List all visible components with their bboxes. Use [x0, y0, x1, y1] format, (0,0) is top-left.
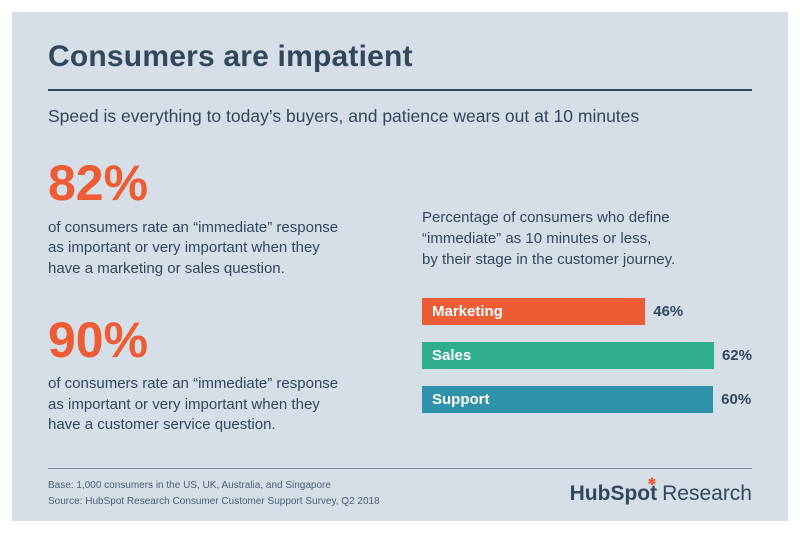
- stat-description-90: of consumers rate an “immediate” respons…: [48, 375, 339, 434]
- bar-value-marketing: 46%: [653, 303, 684, 320]
- hubspot-sprocket-icon: ✱: [647, 476, 657, 488]
- title-divider: [48, 89, 752, 91]
- infographic-card: Consumers are impatient Speed is everyth…: [12, 12, 788, 521]
- footer: Base: 1,000 consumers in the US, UK, Aus…: [48, 468, 752, 509]
- bar-row-marketing: Marketing 46%: [422, 298, 752, 325]
- bar-label-marketing: Marketing: [432, 303, 503, 320]
- footer-notes: Base: 1,000 consumers in the US, UK, Aus…: [48, 478, 380, 509]
- logo-text-o: o: [637, 481, 651, 505]
- bar-row-support: Support 60%: [422, 386, 752, 413]
- stat-customer-service: 90% of consumers rate an “immediate” res…: [48, 314, 422, 437]
- bar-label-support: Support: [432, 391, 490, 408]
- chart-column: Percentage of consumers who define “imme…: [422, 157, 752, 470]
- chart-caption: Percentage of consumers who define “imme…: [422, 209, 676, 268]
- bar-row-sales: Sales 62%: [422, 342, 752, 369]
- bar-support: Support: [422, 386, 714, 413]
- bar-sales: Sales: [422, 342, 714, 369]
- main-content: 82% of consumers rate an “immediate” res…: [48, 157, 752, 470]
- stat-marketing-sales: 82% of consumers rate an “immediate” res…: [48, 157, 422, 280]
- hubspot-research-logo: HubSpo ✱ t Research: [569, 477, 752, 506]
- stats-column: 82% of consumers rate an “immediate” res…: [48, 157, 422, 470]
- stat-value-82: 82%: [48, 155, 149, 211]
- page-title: Consumers are impatient: [48, 40, 413, 73]
- bar-chart: Marketing 46% Sales 62% Support 60%: [422, 298, 752, 413]
- bar-value-support: 60%: [721, 391, 752, 408]
- logo-text-t: t: [650, 481, 658, 505]
- page-subtitle: Speed is everything to today’s buyers, a…: [48, 106, 640, 126]
- footer-source-note: Source: HubSpot Research Consumer Custom…: [48, 495, 380, 507]
- stat-description-82: of consumers rate an “immediate” respons…: [48, 218, 339, 277]
- logo-text-research: Research: [662, 481, 752, 505]
- bar-marketing: Marketing: [422, 298, 646, 325]
- logo-text-hubsp: HubSp: [569, 481, 638, 505]
- bar-value-sales: 62%: [721, 347, 752, 364]
- bar-label-sales: Sales: [432, 347, 472, 364]
- stat-value-90: 90%: [48, 311, 149, 368]
- footer-base-note: Base: 1,000 consumers in the US, UK, Aus…: [48, 480, 331, 491]
